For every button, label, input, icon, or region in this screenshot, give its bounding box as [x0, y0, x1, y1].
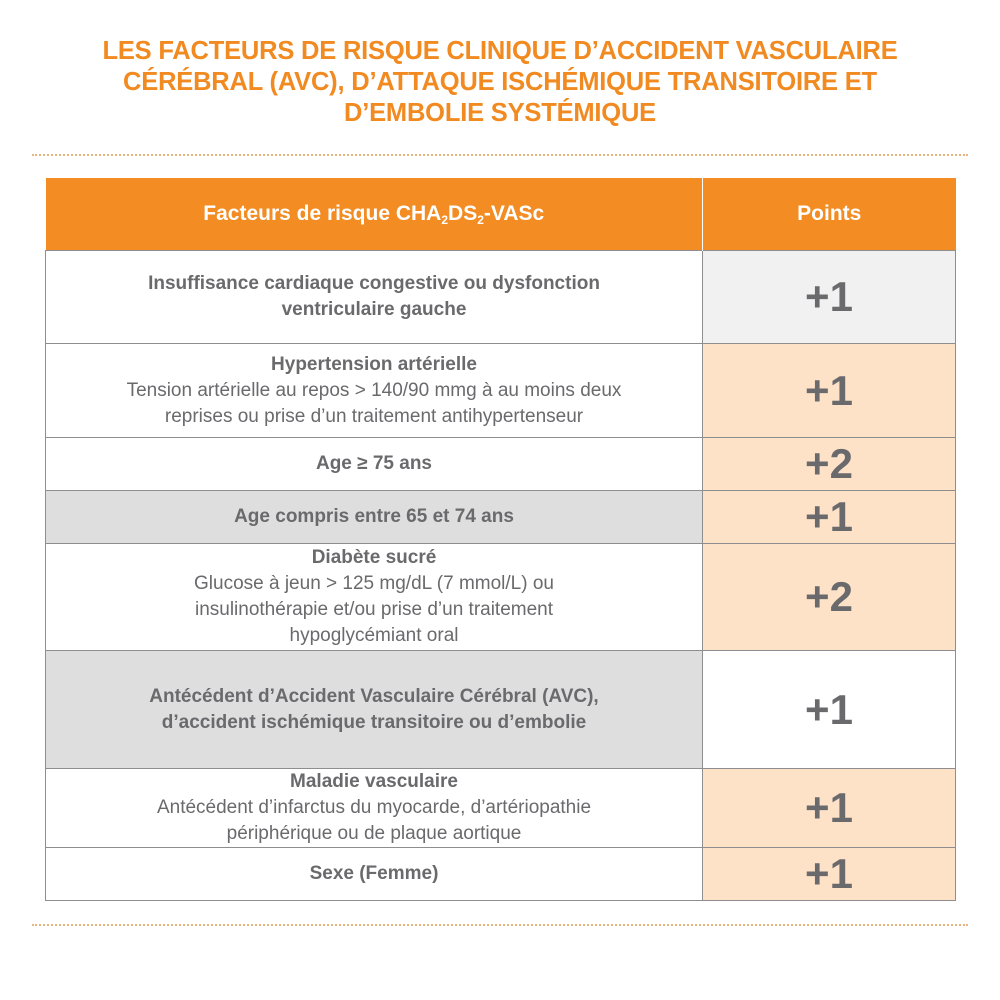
factor-description: insulinothérapie et/ou prise d’un traite…	[194, 599, 554, 620]
points-cell: +1	[702, 250, 956, 344]
risk-factor-table: Facteurs de risque CHA2DS2-VASc Points I…	[45, 178, 956, 901]
factor-title: Maladie vasculaire	[290, 771, 458, 792]
table-row: Hypertension artérielle Tension artériel…	[45, 343, 956, 438]
table-row: Age compris entre 65 et 74 ans +1	[45, 490, 956, 544]
top-dotted-divider	[32, 154, 968, 156]
factor-description: reprises ou prise d’un traitement antihy…	[164, 405, 584, 427]
table-row: Sexe (Femme) +1	[45, 847, 956, 901]
table-row: Maladie vasculaire Antécédent d’infarctu…	[45, 768, 956, 848]
points-cell: +2	[702, 437, 956, 491]
title-line-1: LES FACTEURS DE RISQUE CLINIQUE D’ACCIDE…	[102, 37, 898, 65]
points-cell: +1	[702, 768, 956, 848]
bottom-dotted-divider	[32, 924, 968, 926]
factor-cell: Hypertension artérielle Tension artériel…	[45, 343, 703, 438]
table-row: Age ≥ 75 ans +2	[45, 437, 956, 491]
factor-description: Glucose à jeun > 125 mg/dL (7 mmol/L) ou	[194, 573, 554, 594]
factor-cell: Sexe (Femme)	[45, 847, 703, 901]
factor-title: Sexe (Femme)	[309, 863, 439, 884]
factor-cell: Age compris entre 65 et 74 ans	[45, 490, 703, 544]
factor-cell: Insuffisance cardiaque congestive ou dys…	[45, 250, 703, 344]
table-row: Diabète sucré Glucose à jeun > 125 mg/dL…	[45, 543, 956, 651]
points-cell: +1	[702, 490, 956, 544]
factor-description: hypoglycémiant oral	[289, 625, 459, 646]
factor-description: Antécédent d’infarctus du myocarde, d’ar…	[156, 797, 592, 818]
table-header-row: Facteurs de risque CHA2DS2-VASc Points	[45, 178, 956, 251]
table-row: Insuffisance cardiaque congestive ou dys…	[45, 250, 956, 344]
factor-description: périphérique ou de plaque aortique	[226, 823, 522, 844]
factor-title: Diabète sucré	[311, 547, 437, 568]
factor-title: Hypertension artérielle	[271, 353, 477, 375]
points-cell: +1	[702, 343, 956, 438]
title-line-2: CÉRÉBRAL (AVC), D’ATTAQUE ISCHÉMIQUE TRA…	[123, 68, 877, 96]
factor-cell: Maladie vasculaire Antécédent d’infarctu…	[45, 768, 703, 848]
header-factors: Facteurs de risque CHA2DS2-VASc	[45, 178, 703, 251]
table-row: Antécédent d’Accident Vasculaire Cérébra…	[45, 650, 956, 769]
factor-cell: Age ≥ 75 ans	[45, 437, 703, 491]
points-cell: +2	[702, 543, 956, 651]
factor-title: Age compris entre 65 et 74 ans	[234, 506, 514, 527]
page-title: LES FACTEURS DE RISQUE CLINIQUE D’ACCIDE…	[40, 36, 960, 129]
factor-cell: Diabète sucré Glucose à jeun > 125 mg/dL…	[45, 543, 703, 651]
factor-title: d’accident ischémique transitoire ou d’e…	[161, 711, 587, 733]
title-line-3: D’EMBOLIE SYSTÉMIQUE	[344, 99, 656, 127]
factor-title: Antécédent d’Accident Vasculaire Cérébra…	[149, 685, 599, 707]
factor-title: ventriculaire gauche	[281, 299, 467, 320]
points-cell: +1	[702, 650, 956, 769]
points-cell: +1	[702, 847, 956, 901]
factor-title: Age ≥ 75 ans	[315, 453, 433, 474]
factor-cell: Antécédent d’Accident Vasculaire Cérébra…	[45, 650, 703, 769]
factor-description: Tension artérielle au repos > 140/90 mmg…	[126, 379, 622, 401]
header-points: Points	[702, 178, 956, 251]
factor-title: Insuffisance cardiaque congestive ou dys…	[148, 273, 600, 294]
